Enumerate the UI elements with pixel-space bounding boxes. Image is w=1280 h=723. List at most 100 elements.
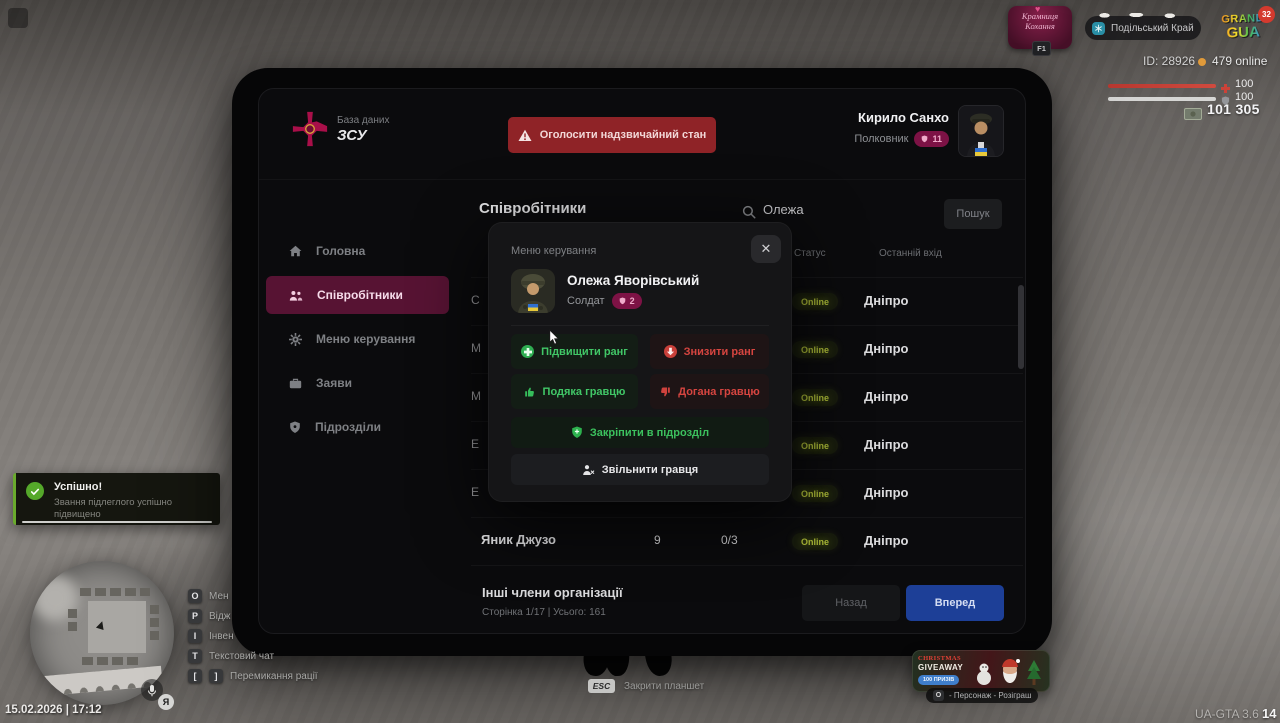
current-user-avatar [958,105,1004,157]
promote-rank-button[interactable]: Підвищити ранг [511,334,638,369]
brand-title: ЗСУ [337,127,367,144]
fps-counter: 14 [1262,706,1277,721]
assign-unit-button[interactable]: Закріпити в підрозділ [511,417,769,448]
armor-value: 100 [1235,91,1254,103]
online-count: 479 online [1212,54,1268,68]
sidebar-item-applications[interactable]: Заяви [259,361,459,405]
player-rank: Солдат [567,295,605,307]
love-shop-title-line2: Кохання [1025,21,1055,31]
game-version: UA-GTA 3.6 [1195,707,1259,721]
shield-icon [922,135,928,143]
server-icon [1092,21,1105,35]
snowman-icon [975,661,993,691]
notification-message-line2: підвищено [54,509,101,520]
header-divider [259,179,1025,180]
sidebar-item-employees[interactable]: Співробітники [266,276,449,314]
row-city: Дніпро [864,293,909,308]
row-rank: 9 [654,533,661,547]
table-row[interactable]: Яник Джузо 9 0/3 Online Дніпро [471,517,1023,566]
hotkey-p: P Відж [188,606,318,626]
health-bar [1108,84,1216,88]
demote-rank-button[interactable]: Знизити ранг [650,334,769,369]
key-o: O [188,589,202,603]
notification-progress [22,521,212,523]
search-icon [742,205,756,224]
current-user-rank-row: Полковник 11 [759,131,949,147]
sidebar-item-management[interactable]: Меню керування [259,317,459,361]
snow-decoration [1093,13,1189,19]
footer-subtitle: Сторінка 1/17 | Усього: 161 [482,607,606,618]
fire-player-button[interactable]: Звільнити гравця [511,454,769,485]
thumbs-up-icon [524,386,536,398]
arrow-down-circle-icon [663,345,677,358]
armor-shield-icon [1221,93,1230,111]
key-bracket-right: ] [209,669,223,683]
player-name: Олежа Яворівський [567,273,700,288]
row-name: Яник Джузо [481,532,556,547]
row-name-partial: С [471,293,480,307]
emergency-state-button[interactable]: Оголосити надзвичайний стан [508,117,716,153]
users-icon [289,290,303,301]
game-datetime: 15.02.2026 | 17:12 [5,704,102,716]
search-button[interactable]: Пошук [944,199,1002,229]
esc-hint: ESC Закрити планшет [588,679,704,693]
sidebar-item-units[interactable]: Підрозділи [259,405,459,449]
column-header-status: Статус [794,248,826,259]
notification-message-line1: Звання підлеглого успішно [54,497,173,508]
heart-icon: ♥ [1035,4,1041,14]
tree-icon [1025,659,1043,691]
home-icon [289,245,302,257]
key-bracket-left: [ [188,669,202,683]
status-badge: Online [792,389,838,406]
key-p: P [188,609,202,623]
row-name-partial: Е [471,485,480,499]
row-name-partial: Е [471,437,480,451]
thanks-player-button[interactable]: Подяка гравцю [511,374,638,409]
page-title: Співробітники [479,200,587,217]
tablet-device: База даних ЗСУ Оголосити надзвичайний ст… [232,68,1052,656]
search-input[interactable]: Олежа [763,202,804,217]
status-badge: Online [792,293,838,310]
reprimand-player-button[interactable]: Догана гравцю [650,374,769,409]
santa-icon [997,657,1023,691]
sidebar-item-home[interactable]: Головна [259,229,459,273]
row-slots: 0/3 [721,533,738,547]
column-header-lastlogin: Останній вхід [879,248,942,259]
player-avatar [511,269,555,313]
row-city: Дніпро [864,341,909,356]
scrollbar[interactable] [1018,285,1024,369]
health-icon [1221,80,1230,98]
online-dot-icon [1198,58,1206,66]
footer-title: Інші члени організації [482,585,623,600]
money-value: 101 305 [1207,101,1260,117]
love-shop-title-line1: Крамниця [1021,11,1059,21]
pagination-forward-button[interactable]: Вперед [906,585,1004,621]
close-button[interactable]: ✕ [751,235,781,263]
corner-indicator [8,8,28,28]
logo-badge: 32 [1258,6,1275,23]
health-value: 100 [1235,78,1254,90]
pagination-back-button[interactable]: Назад [802,585,900,621]
current-user-name: Кирило Санхо [858,110,949,125]
status-badge: Online [792,485,838,502]
hotkey-inventory: I Інвен [188,626,318,646]
banner-prizes-pill: 100 ПРИЗІВ [918,675,960,685]
voice-initial-badge: Я [158,694,174,710]
key-t: T [188,649,202,663]
money-icon [1184,107,1202,125]
mouse-cursor [548,328,561,351]
voice-mic-icon [141,679,163,701]
user-remove-icon [582,464,595,476]
status-badge: Online [792,437,838,454]
row-city: Дніпро [864,533,909,548]
rank-level-badge: 11 [914,131,949,147]
hotkey-chat: T Текстовий чат [188,646,318,666]
row-city: Дніпро [864,389,909,404]
love-shop-key: F1 [1032,41,1051,56]
status-badge: Online [792,533,838,550]
tablet-screen: База даних ЗСУ Оголосити надзвичайний ст… [258,88,1026,634]
hotkey-list: O Мен P Відж I Інвен T Текстовий чат [ ]… [188,586,318,686]
esc-keycap: ESC [588,679,615,693]
christmas-banner[interactable]: CHRISTMAS GIVEAWAY 100 ПРИЗІВ [912,650,1050,692]
